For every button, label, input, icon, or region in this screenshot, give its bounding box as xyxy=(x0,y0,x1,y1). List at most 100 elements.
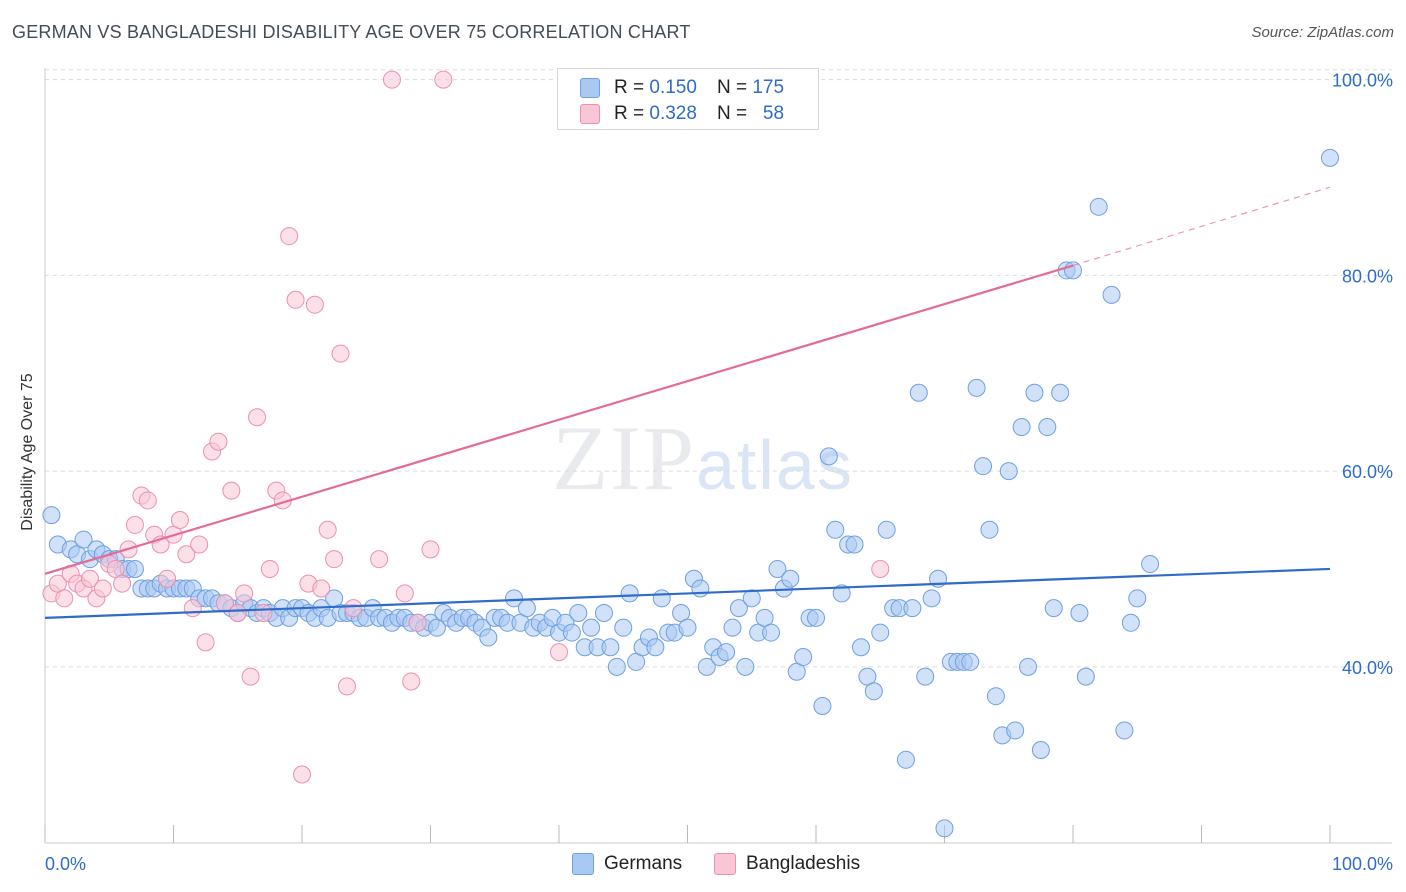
germans-point xyxy=(961,652,980,671)
r-value: 0.150 xyxy=(649,77,697,98)
bangladeshis-point xyxy=(260,559,279,578)
germans-point xyxy=(1070,603,1089,622)
germans-point xyxy=(1321,148,1339,167)
germans-point xyxy=(1115,721,1134,740)
germans-point xyxy=(845,535,864,554)
bangladeshis-trend-line xyxy=(44,264,1074,575)
bangladeshis-point xyxy=(93,579,112,598)
germans-point xyxy=(742,589,761,608)
bangladeshis-point xyxy=(235,584,254,603)
germans-point xyxy=(813,696,832,715)
germans-point xyxy=(729,599,748,618)
bangladeshis-trend-extension xyxy=(1072,186,1331,267)
germans-point xyxy=(986,687,1005,706)
germans-trend-line xyxy=(44,567,1331,619)
germans-point xyxy=(871,623,890,642)
x-tick-label-max: 100.0% xyxy=(1332,854,1393,874)
germans-point xyxy=(607,657,626,676)
germans-point xyxy=(1025,383,1044,402)
bangladeshis-point xyxy=(241,667,260,686)
germans-point xyxy=(479,628,498,647)
bangladeshis-point xyxy=(550,643,568,662)
germans-point xyxy=(864,682,883,701)
bangladeshis-point xyxy=(337,677,356,696)
bangladeshis-point xyxy=(318,520,337,539)
bangladeshis-point xyxy=(286,290,305,309)
bangladeshis-point xyxy=(113,574,132,593)
germans-point xyxy=(125,559,144,578)
legend-label: Bangladeshis xyxy=(746,853,861,874)
bangladeshis-point xyxy=(434,70,453,89)
germans-point xyxy=(768,559,787,578)
r-label: R = xyxy=(614,77,645,98)
germans-point xyxy=(517,599,536,618)
germans-point xyxy=(569,603,588,622)
germans-point xyxy=(582,618,601,637)
germans-point xyxy=(980,520,999,539)
germans-point xyxy=(678,618,697,637)
germans-point xyxy=(922,589,941,608)
germans-point xyxy=(505,589,524,608)
germans-point xyxy=(1076,667,1095,686)
germans-point xyxy=(1141,555,1160,574)
y-tick-label: 100.0% xyxy=(1332,71,1393,91)
germans-point xyxy=(1128,589,1147,608)
germans-point xyxy=(562,623,581,642)
bangladeshis-point xyxy=(125,515,144,534)
germans-point xyxy=(1102,285,1121,304)
germans-point xyxy=(42,506,61,525)
germans-point xyxy=(909,383,928,402)
bangladeshis-point xyxy=(248,408,267,427)
germans-point xyxy=(1019,657,1038,676)
bangladeshis-point xyxy=(312,579,331,598)
bangladeshis-point xyxy=(370,550,389,569)
bangladeshis-point xyxy=(305,295,324,314)
germans-point xyxy=(826,520,845,539)
germans-point xyxy=(1031,741,1050,760)
n-value: 58 xyxy=(762,103,785,124)
bangladeshis-legend-swatch xyxy=(714,853,736,875)
germans-point xyxy=(1089,197,1108,216)
germans-point xyxy=(74,530,93,549)
bangladeshis-point xyxy=(190,535,209,554)
y-axis-label: Disability Age Over 75 xyxy=(19,373,36,531)
germans-point xyxy=(717,643,736,662)
germans-point xyxy=(999,462,1018,481)
y-tick-label: 40.0% xyxy=(1342,658,1393,678)
germans-point xyxy=(974,457,993,476)
watermark: ZIPatlas xyxy=(552,405,854,511)
bangladeshis-point xyxy=(871,559,890,578)
germans-point xyxy=(896,750,915,769)
bangladeshis-point xyxy=(170,511,189,530)
watermark-atlas: atlas xyxy=(696,426,854,504)
bangladeshis-point xyxy=(228,603,247,622)
legend-item-bangladeshis[interactable]: Bangladeshis xyxy=(714,850,860,878)
germans-point xyxy=(697,657,716,676)
germans-point xyxy=(1038,418,1057,437)
r-label: R = xyxy=(614,103,645,124)
germans-point xyxy=(1051,383,1070,402)
bangladeshis-point xyxy=(293,765,311,784)
bangladeshis-point xyxy=(344,599,363,618)
stats-row-germans: R = 0.150 N = 175 xyxy=(580,75,784,101)
germans-point xyxy=(819,447,838,466)
germans-point xyxy=(1012,418,1031,437)
germans-point xyxy=(832,584,851,603)
germans-point xyxy=(903,599,922,618)
bangladeshis-point xyxy=(183,599,202,618)
germans-point xyxy=(594,603,613,622)
legend-label: Germans xyxy=(604,853,683,874)
germans-legend-swatch xyxy=(572,853,594,875)
x-tick-label-min: 0.0% xyxy=(45,854,86,874)
bangladeshis-point xyxy=(158,569,177,588)
watermark-zip: ZIP xyxy=(552,407,696,509)
germans-point xyxy=(646,638,665,657)
bangladeshis-point xyxy=(177,545,196,564)
bangladeshis-point xyxy=(222,481,241,500)
legend-item-germans[interactable]: Germans xyxy=(572,850,682,878)
bangladeshis-point xyxy=(395,584,414,603)
germans-point xyxy=(601,638,620,657)
chart-source: Source: ZipAtlas.com xyxy=(1251,24,1394,41)
bangladeshis-point xyxy=(254,603,273,622)
